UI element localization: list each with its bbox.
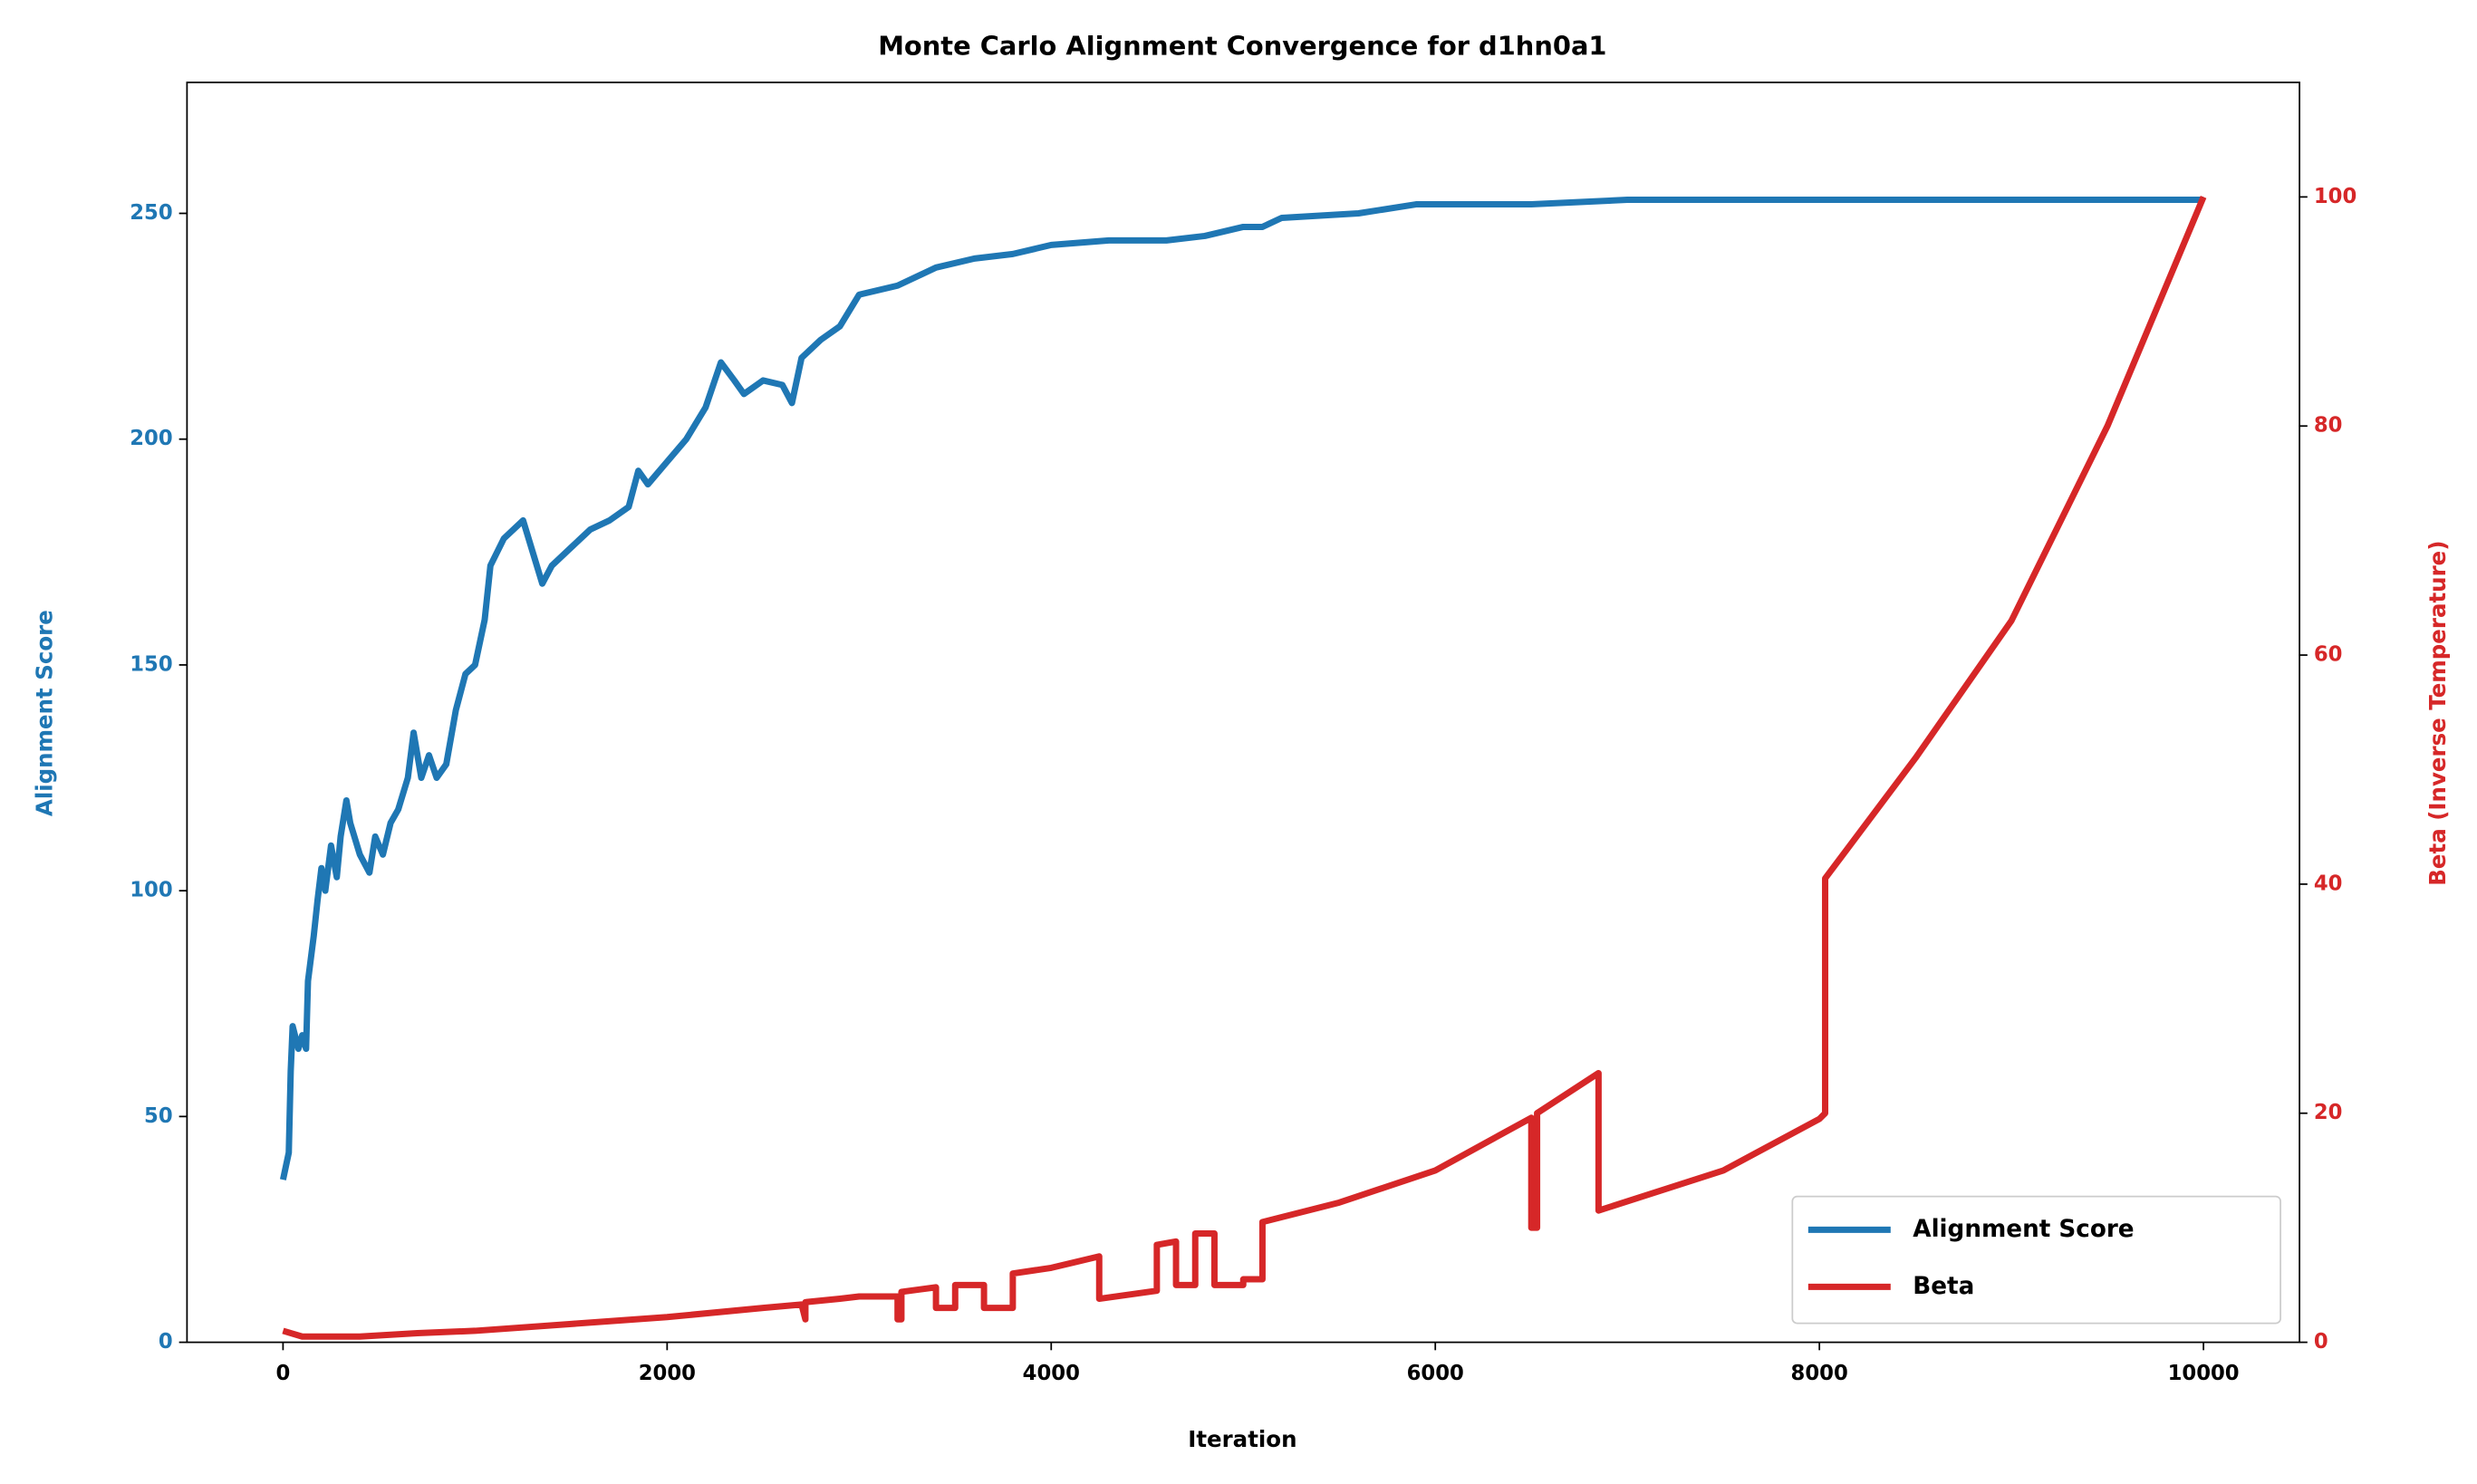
y-axis-label: Alignment Score: [32, 610, 58, 816]
series-line: [279, 197, 2204, 1180]
y-tick-label: 0: [159, 1330, 173, 1354]
y2-tick-label: 80: [2314, 414, 2343, 438]
y-tick-label: 250: [130, 201, 172, 225]
legend-label: Beta: [1913, 1273, 1974, 1300]
series-line: [282, 196, 2207, 1340]
y-tick-label: 150: [130, 652, 172, 676]
x-tick-label: 6000: [1407, 1362, 1464, 1385]
y2-tick-label: 0: [2314, 1330, 2328, 1354]
y2-axis-label: Beta (Inverse Temperature): [2424, 541, 2451, 886]
y2-tick-label: 40: [2314, 872, 2343, 895]
y2-tick-label: 100: [2314, 185, 2357, 208]
y-tick-label: 200: [130, 427, 172, 450]
legend-label: Alignment Score: [1913, 1216, 2134, 1243]
x-tick-label: 0: [275, 1362, 290, 1385]
y2-tick-label: 60: [2314, 643, 2343, 667]
x-axis-label: Iteration: [1188, 1426, 1296, 1452]
legend-box: [1791, 1195, 2281, 1325]
y-tick-label: 50: [144, 1104, 173, 1128]
plot-root: Monte Carlo Alignment Convergence for d1…: [32, 30, 2451, 1452]
y2-tick-label: 20: [2314, 1101, 2343, 1124]
y-tick-label: 100: [130, 879, 172, 902]
x-tick-label: 10000: [2168, 1362, 2240, 1385]
x-tick-label: 2000: [639, 1362, 696, 1385]
x-tick-label: 4000: [1023, 1362, 1080, 1385]
x-tick-label: 8000: [1791, 1362, 1848, 1385]
plot-frame: [186, 82, 2300, 1344]
chart-title: Monte Carlo Alignment Convergence for d1…: [878, 30, 1606, 61]
